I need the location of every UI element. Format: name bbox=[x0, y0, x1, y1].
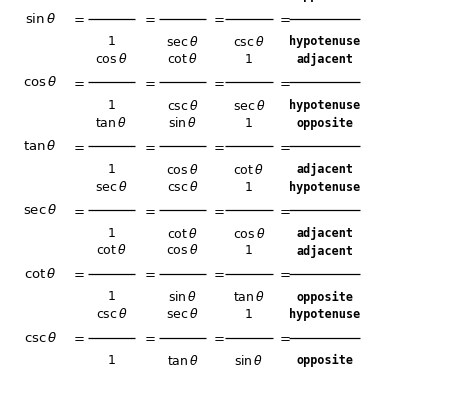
Text: $\tan\theta$: $\tan\theta$ bbox=[166, 354, 199, 368]
Text: $\sec\theta$: $\sec\theta$ bbox=[166, 307, 199, 321]
Text: $=$: $=$ bbox=[277, 140, 292, 153]
Text: $\cos\theta$: $\cos\theta$ bbox=[233, 227, 265, 241]
Text: $1$: $1$ bbox=[107, 35, 116, 48]
Text: $=$: $=$ bbox=[211, 12, 225, 25]
Text: $\cot\theta$: $\cot\theta$ bbox=[96, 243, 127, 258]
Text: $\sec\theta$: $\sec\theta$ bbox=[166, 35, 199, 49]
Text: $=$: $=$ bbox=[142, 12, 156, 25]
Text: $\sin\theta$: $\sin\theta$ bbox=[168, 290, 197, 304]
Text: $\csc\theta$: $\csc\theta$ bbox=[233, 35, 264, 49]
Text: $=$: $=$ bbox=[71, 204, 85, 217]
Text: $\cot\theta$: $\cot\theta$ bbox=[167, 52, 198, 66]
Text: $1$: $1$ bbox=[245, 0, 253, 2]
Text: $=$: $=$ bbox=[211, 140, 225, 153]
Text: $\tan\theta$: $\tan\theta$ bbox=[95, 116, 128, 130]
Text: adjacent: adjacent bbox=[296, 53, 353, 66]
Text: $=$: $=$ bbox=[71, 140, 85, 153]
Text: $1$: $1$ bbox=[107, 354, 116, 368]
Text: $\tan\theta$: $\tan\theta$ bbox=[166, 0, 199, 2]
Text: hypotenuse: hypotenuse bbox=[289, 180, 360, 194]
Text: $\csc\theta$: $\csc\theta$ bbox=[167, 180, 198, 194]
Text: $=$: $=$ bbox=[71, 12, 85, 25]
Text: $1$: $1$ bbox=[107, 290, 116, 304]
Text: $1$: $1$ bbox=[245, 244, 253, 258]
Text: $\tan\theta$: $\tan\theta$ bbox=[23, 139, 57, 153]
Text: $\sin\theta$: $\sin\theta$ bbox=[168, 116, 197, 130]
Text: $\tan\theta$: $\tan\theta$ bbox=[233, 290, 265, 304]
Text: $\cos\theta$: $\cos\theta$ bbox=[166, 163, 199, 177]
Text: $=$: $=$ bbox=[142, 267, 156, 281]
Text: $1$: $1$ bbox=[245, 53, 253, 66]
Text: $\csc\theta$: $\csc\theta$ bbox=[167, 99, 198, 113]
Text: $1$: $1$ bbox=[107, 99, 116, 112]
Text: $\cot\theta$: $\cot\theta$ bbox=[167, 227, 198, 241]
Text: $\sec\theta$: $\sec\theta$ bbox=[233, 99, 265, 113]
Text: $=$: $=$ bbox=[277, 267, 292, 281]
Text: adjacent: adjacent bbox=[296, 227, 353, 240]
Text: $=$: $=$ bbox=[142, 76, 156, 89]
Text: $1$: $1$ bbox=[245, 117, 253, 130]
Text: hypotenuse: hypotenuse bbox=[289, 308, 360, 321]
Text: $\cos\theta$: $\cos\theta$ bbox=[95, 52, 128, 66]
Text: $=$: $=$ bbox=[142, 204, 156, 217]
Text: $\sin\theta$: $\sin\theta$ bbox=[25, 12, 56, 26]
Text: adjacent: adjacent bbox=[296, 163, 353, 176]
Text: adjacent: adjacent bbox=[296, 244, 353, 258]
Text: $\cos\theta$: $\cos\theta$ bbox=[23, 75, 57, 89]
Text: $=$: $=$ bbox=[71, 267, 85, 281]
Text: $=$: $=$ bbox=[71, 331, 85, 344]
Text: $=$: $=$ bbox=[211, 331, 225, 344]
Text: $=$: $=$ bbox=[211, 204, 225, 217]
Text: $\csc\theta$: $\csc\theta$ bbox=[96, 307, 127, 321]
Text: $\cos\theta$: $\cos\theta$ bbox=[166, 243, 199, 258]
Text: $=$: $=$ bbox=[277, 204, 292, 217]
Text: $1$: $1$ bbox=[107, 227, 116, 240]
Text: $1$: $1$ bbox=[245, 180, 253, 194]
Text: $=$: $=$ bbox=[277, 12, 292, 25]
Text: $=$: $=$ bbox=[211, 76, 225, 89]
Text: $=$: $=$ bbox=[142, 331, 156, 344]
Text: $\sec\theta$: $\sec\theta$ bbox=[23, 203, 57, 217]
Text: hypotenuse: hypotenuse bbox=[289, 99, 360, 112]
Text: $1$: $1$ bbox=[107, 163, 116, 176]
Text: $=$: $=$ bbox=[277, 331, 292, 344]
Text: opposite: opposite bbox=[296, 0, 353, 2]
Text: $=$: $=$ bbox=[211, 267, 225, 281]
Text: $1$: $1$ bbox=[245, 308, 253, 321]
Text: opposite: opposite bbox=[296, 354, 353, 368]
Text: $=$: $=$ bbox=[277, 76, 292, 89]
Text: $\cot\theta$: $\cot\theta$ bbox=[24, 267, 56, 281]
Text: opposite: opposite bbox=[296, 290, 353, 304]
Text: $\sec\theta$: $\sec\theta$ bbox=[95, 180, 128, 194]
Text: hypotenuse: hypotenuse bbox=[289, 35, 360, 48]
Text: $\sin\theta$: $\sin\theta$ bbox=[234, 354, 264, 368]
Text: opposite: opposite bbox=[296, 117, 353, 130]
Text: $=$: $=$ bbox=[142, 140, 156, 153]
Text: $=$: $=$ bbox=[71, 76, 85, 89]
Text: $\csc\theta$: $\csc\theta$ bbox=[24, 331, 57, 345]
Text: $\cot\theta$: $\cot\theta$ bbox=[233, 163, 264, 177]
Text: $\sin\theta$: $\sin\theta$ bbox=[97, 0, 126, 2]
